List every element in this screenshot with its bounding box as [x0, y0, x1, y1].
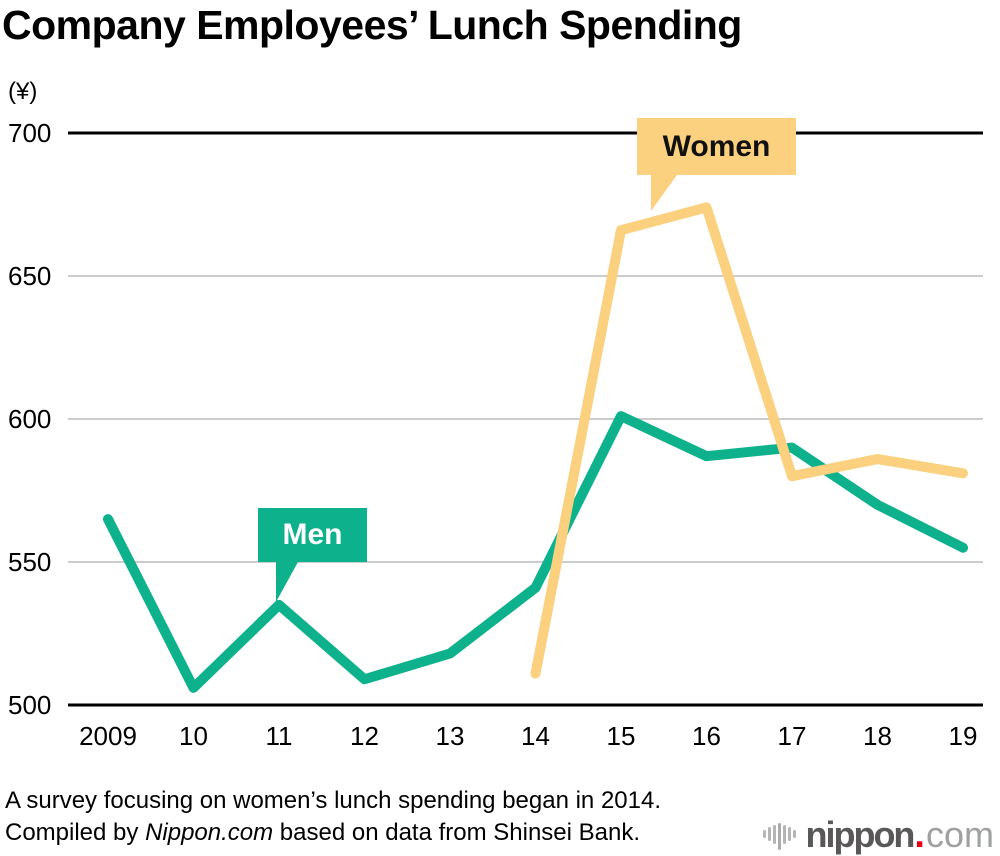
x-tick-label-17: 17	[778, 721, 807, 751]
y-tick-label-500: 500	[8, 690, 51, 720]
logo-word-tld: com	[925, 813, 994, 855]
men-series-callout: Men	[258, 508, 367, 602]
footnote-credit-prefix: Compiled by	[5, 819, 146, 846]
x-tick-label-13: 13	[436, 721, 465, 751]
women-series-label: Women	[662, 130, 771, 163]
y-tick-label-650: 650	[8, 261, 51, 291]
y-tick-label-550: 550	[8, 547, 51, 577]
women-callout-pointer-icon	[651, 175, 677, 211]
y-tick-label-700: 700	[8, 118, 51, 148]
x-tick-label-12: 12	[350, 721, 379, 751]
logo-word-main: nippon	[805, 813, 915, 855]
x-tick-label-18: 18	[863, 721, 892, 751]
footnote-survey-line: A survey focusing on women’s lunch spend…	[5, 787, 662, 814]
y-tick-label-600: 600	[8, 404, 51, 434]
x-tick-label-2009: 2009	[79, 721, 137, 751]
men-series-label: Men	[282, 518, 343, 551]
y-axis-unit-label: (¥)	[8, 78, 38, 105]
waveform-icon	[762, 821, 797, 850]
x-tick-label-15: 15	[607, 721, 636, 751]
footnote-credit-source: Nippon.com	[145, 819, 274, 846]
women-series-callout: Women	[637, 118, 796, 211]
x-tick-label-16: 16	[692, 721, 721, 751]
footnote-credit-line: Compiled by Nippon.com based on data fro…	[5, 819, 640, 847]
x-tick-label-14: 14	[521, 721, 550, 751]
x-tick-label-10: 10	[179, 721, 208, 751]
x-tick-label-11: 11	[266, 721, 293, 751]
nippon-com-logo: nippon. com	[762, 813, 994, 855]
x-tick-label-19: 19	[949, 721, 978, 751]
series-line-women	[530, 202, 968, 679]
footnote-credit-suffix: based on data from Shinsei Bank.	[273, 819, 641, 846]
logo-wordmark: nippon. com	[805, 813, 994, 856]
chart-title: Company Employees’ Lunch Spending	[2, 2, 742, 48]
men-callout-pointer-icon	[276, 562, 298, 602]
series-line-men	[103, 411, 968, 693]
logo-dot: .	[914, 813, 925, 856]
